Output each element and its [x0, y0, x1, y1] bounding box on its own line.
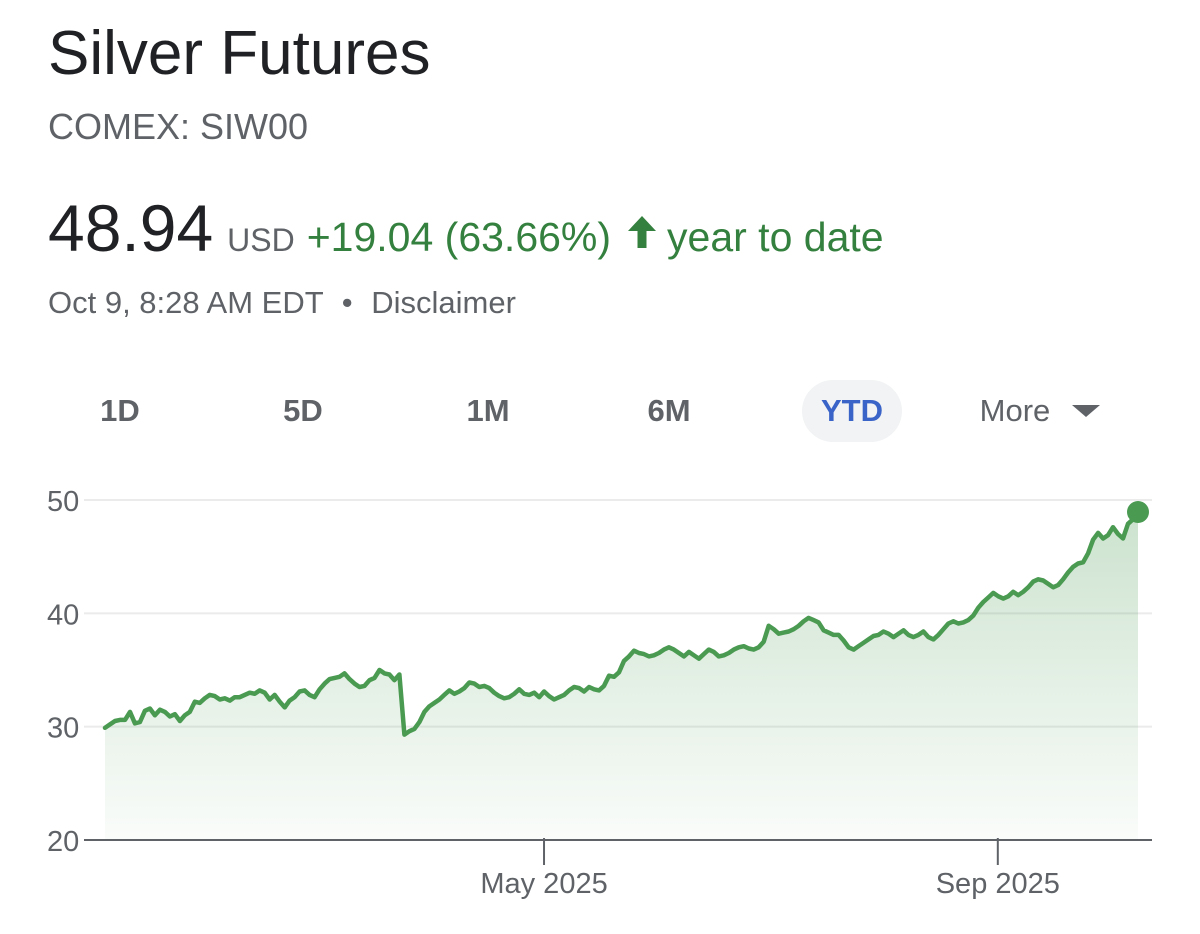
tab-5d[interactable]: 5D	[283, 393, 323, 428]
price-chart: 20 30 40 50 May 2025 Sep 2025	[0, 470, 1200, 929]
tab-more[interactable]: More	[960, 380, 1120, 442]
tab-more-label: More	[979, 393, 1051, 428]
change-period: year to date	[667, 214, 884, 260]
currency-label: USD	[227, 222, 295, 258]
price-change: +19.04 (63.66%)	[306, 214, 612, 260]
y-tick-label: 30	[47, 713, 79, 745]
tab-6m[interactable]: 6M	[647, 393, 691, 428]
current-price: 48.94	[48, 191, 214, 265]
range-tabs: 1D 5D 1M 6M YTD More	[40, 380, 1160, 442]
price-line	[102, 509, 1141, 737]
price-area	[105, 512, 1138, 840]
caret-down-icon	[1072, 404, 1101, 417]
tab-1m[interactable]: 1M	[466, 393, 510, 428]
ticker-symbol: COMEX: SIW00	[48, 106, 309, 147]
tab-ytd[interactable]: YTD	[802, 380, 902, 442]
arrow-up-icon	[625, 214, 659, 250]
page-title: Silver Futures	[48, 19, 431, 88]
y-tick-label: 40	[47, 599, 79, 631]
disclaimer-link[interactable]: Disclaimer	[371, 285, 516, 320]
quote-row: 48.94 USD +19.04 (63.66%) year to date	[48, 190, 884, 270]
quote-timestamp: Oct 9, 8:28 AM EDT	[48, 285, 324, 320]
x-tick-label: Sep 2025	[936, 868, 1060, 900]
quote-timestamp-row: Oct 9, 8:28 AM EDT • Disclaimer	[48, 282, 516, 324]
x-tick-label: May 2025	[480, 868, 607, 900]
price-chart-svg: 20 30 40 50 May 2025 Sep 2025	[47, 486, 1152, 900]
latest-price-dot	[1127, 501, 1149, 524]
separator-dot: •	[341, 285, 353, 320]
y-tick-label: 20	[47, 826, 79, 858]
tab-1d[interactable]: 1D	[100, 393, 140, 428]
y-tick-label: 50	[47, 486, 79, 518]
